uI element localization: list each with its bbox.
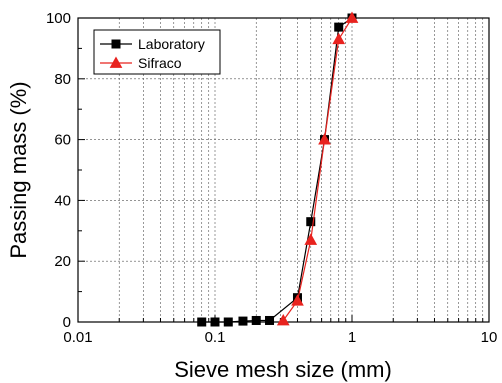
series-line-sifraco [282,17,353,321]
series-sifraco [276,11,359,326]
data-point-laboratory [334,22,344,32]
data-point-laboratory [223,317,233,327]
data-point-sifraco [291,294,304,306]
data-point-laboratory [251,315,261,325]
data-point-laboratory [238,316,248,326]
x-tick-label: 0.01 [63,329,92,346]
legend-marker-laboratory [111,39,121,49]
data-point-laboratory [197,317,207,327]
data-point-sifraco [332,32,346,45]
series-laboratory [197,13,357,327]
data-point-laboratory [210,317,220,327]
data-point-laboratory [306,217,316,227]
series-line-laboratory [201,17,353,323]
legend-marker-sifraco [109,56,123,68]
data-point-sifraco [304,233,318,245]
legend-label-sifraco: Sifraco [138,55,182,71]
y-tick-label: 20 [54,253,71,270]
series-layer [197,11,359,327]
legend: Laboratory Sifraco [93,29,221,75]
y-tick-label: 0 [63,314,71,331]
grid [78,18,489,322]
x-axis-title: Sieve mesh size (mm) [174,357,392,382]
legend-label-laboratory: Laboratory [138,36,205,52]
y-tick-label: 100 [46,10,71,27]
y-tick-label: 80 [54,71,71,88]
x-tick-label: 10 [481,329,498,346]
data-point-sifraco [276,313,290,326]
data-point-laboratory [265,315,275,325]
x-tick-label: 0.1 [205,329,226,346]
y-axis-title: Passing mass (%) [6,81,31,258]
data-point-sifraco [345,11,359,23]
y-tick-label: 40 [54,192,71,209]
x-tick-label: 1 [348,329,356,346]
y-tick-label: 60 [54,132,71,149]
data-point-sifraco [318,133,331,145]
